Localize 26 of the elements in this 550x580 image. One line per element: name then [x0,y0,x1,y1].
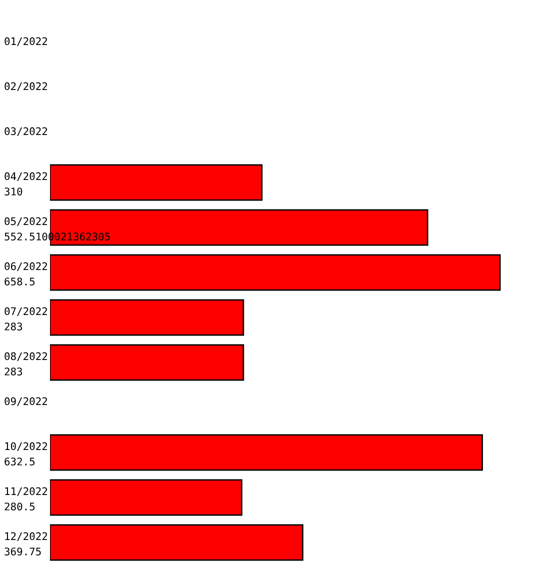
data-label: 632.5 [4,458,35,466]
y-tick-label: 06/2022 [4,262,48,271]
bar [50,164,263,201]
y-tick-label: 08/2022 [4,352,48,361]
y-tick-label: 10/2022 [5,442,48,451]
y-tick-label: 03/2022 [4,127,48,136]
y-tick-label: 12/2022 [5,532,48,541]
y-tick-label: 01/2022 [4,37,48,46]
bar [50,299,244,336]
y-tick-label: 04/2022 [4,172,48,181]
data-label: 369.75 [4,548,41,556]
y-tick-label: 02/2022 [4,82,48,91]
bar [50,434,483,471]
y-tick-label: 05/2022 [4,217,48,226]
bar [50,344,244,381]
y-tick-label: 11/2022 [5,487,48,496]
bar [50,479,242,516]
bar [50,524,304,561]
bar [50,254,501,291]
y-tick-label: 07/2022 [4,307,48,316]
y-tick-label: 09/2022 [4,397,48,406]
data-label: 310 [4,188,22,196]
data-label: 658.5 [4,278,35,286]
data-label: 283 [4,368,22,376]
data-label: 283 [4,322,22,330]
data-label: 280.5 [4,502,35,510]
